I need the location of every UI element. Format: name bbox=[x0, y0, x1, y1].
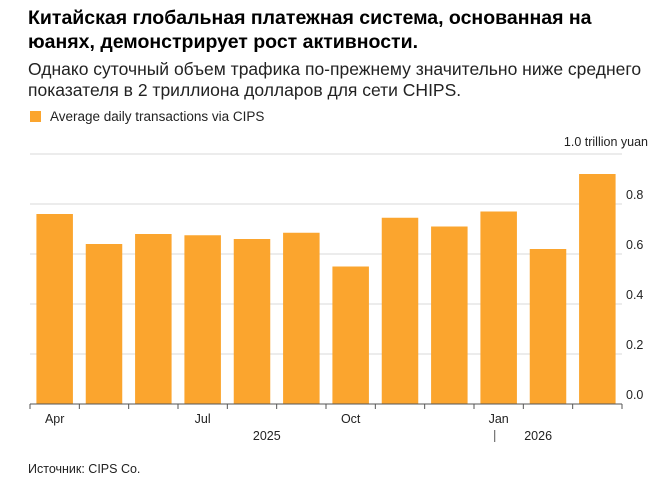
legend-swatch bbox=[30, 110, 41, 122]
y-tick-label: 0.6 bbox=[626, 238, 643, 252]
x-group-label: 2026 bbox=[524, 429, 552, 443]
chart-title: Китайская глобальная платежная система, … bbox=[28, 7, 592, 53]
y-tick-label: 1.0 trillion yuan bbox=[564, 135, 648, 149]
y-tick-label: 0.8 bbox=[626, 188, 643, 202]
x-tick-label: Jan bbox=[489, 412, 509, 426]
bar bbox=[480, 211, 517, 404]
bar bbox=[579, 174, 616, 404]
bar bbox=[85, 244, 123, 404]
bar bbox=[233, 239, 271, 404]
bar bbox=[36, 214, 73, 404]
y-tick-label: 0.0 bbox=[626, 388, 643, 402]
x-tick-label: Jul bbox=[195, 412, 211, 426]
bar bbox=[283, 232, 320, 404]
bar bbox=[184, 235, 221, 404]
x-group-label: 2025 bbox=[253, 429, 281, 443]
bar bbox=[332, 266, 369, 404]
x-tick-label: Oct bbox=[341, 412, 361, 426]
legend: Average daily transactions via CIPS bbox=[30, 108, 264, 124]
bar bbox=[381, 217, 419, 404]
bar bbox=[135, 234, 172, 404]
y-tick-label: 0.4 bbox=[626, 288, 643, 302]
x-tick-label: Apr bbox=[45, 412, 64, 426]
bar bbox=[431, 226, 468, 404]
legend-label: Average daily transactions via CIPS bbox=[50, 108, 265, 124]
y-tick-label: 0.2 bbox=[626, 338, 643, 352]
source-note: Источник: CIPS Co. bbox=[28, 462, 141, 476]
chart-subtitle: Однако суточный объем трафика по-прежнем… bbox=[28, 59, 642, 100]
bar bbox=[529, 249, 567, 404]
